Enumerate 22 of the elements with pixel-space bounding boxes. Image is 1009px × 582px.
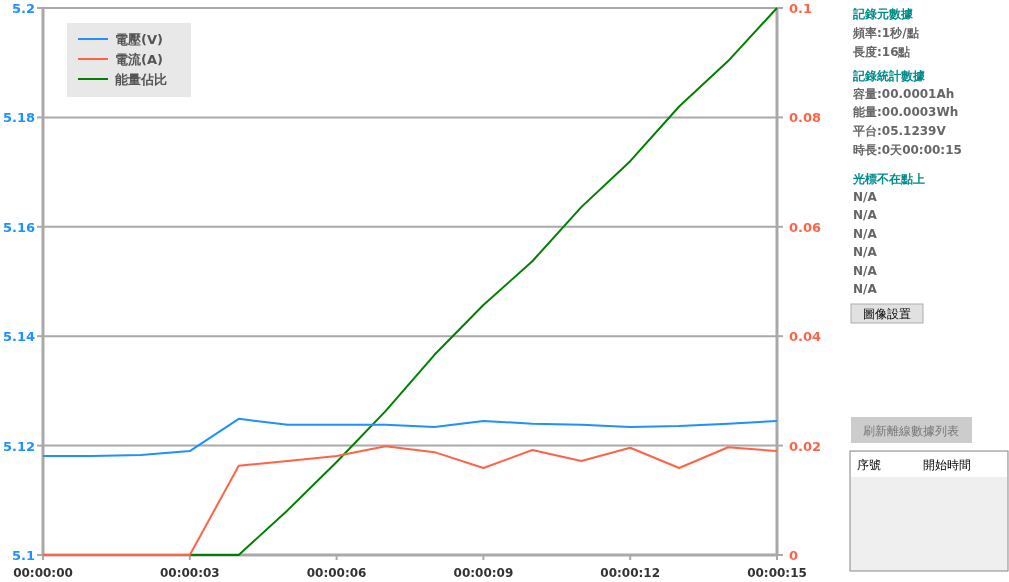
y2-tick-label: 0.1 (789, 1, 813, 16)
x-tick-label: 00:00:15 (747, 566, 807, 580)
legend-label: 電壓(V) (115, 32, 163, 47)
x-tick-label: 00:00:09 (453, 566, 514, 580)
y-tick-label: 5.16 (2, 219, 35, 235)
x-tick-label: 00:00:06 (306, 566, 367, 580)
y-tick-label: 5.14 (2, 329, 35, 345)
y2-tick-label: 0.06 (789, 219, 822, 235)
y2-tick-label: 0 (789, 548, 799, 563)
legend-label: 電流(A) (115, 52, 163, 67)
y2-tick-label: 0.08 (789, 110, 822, 126)
legend-label: 能量佔比 (115, 72, 167, 87)
x-tick-label: 00:00:12 (600, 566, 661, 580)
x-tick-label: 00:00:00 (13, 566, 73, 580)
y-tick-label: 5.12 (2, 438, 35, 454)
x-tick-label: 00:00:03 (159, 566, 220, 580)
y2-tick-label: 0.02 (789, 438, 822, 454)
y-tick-label: 5.2 (11, 1, 35, 16)
y-tick-label: 5.18 (2, 110, 35, 126)
side-panel: 記錄元數據 頻率:1秒/點 長度:16點 記錄統計數據 容量:00.0001Ah 能量:00.0003Wh 平台:05.1239V 時長:0天00:00:15 光標不在點上 N/A N/A N/A N/A N/A N/A 圖像設置 刷新離線數據列表 序號 開始時間 (849, 7, 1009, 572)
y2-tick-label: 0.04 (789, 329, 822, 345)
y-tick-label: 5.1 (11, 548, 35, 563)
